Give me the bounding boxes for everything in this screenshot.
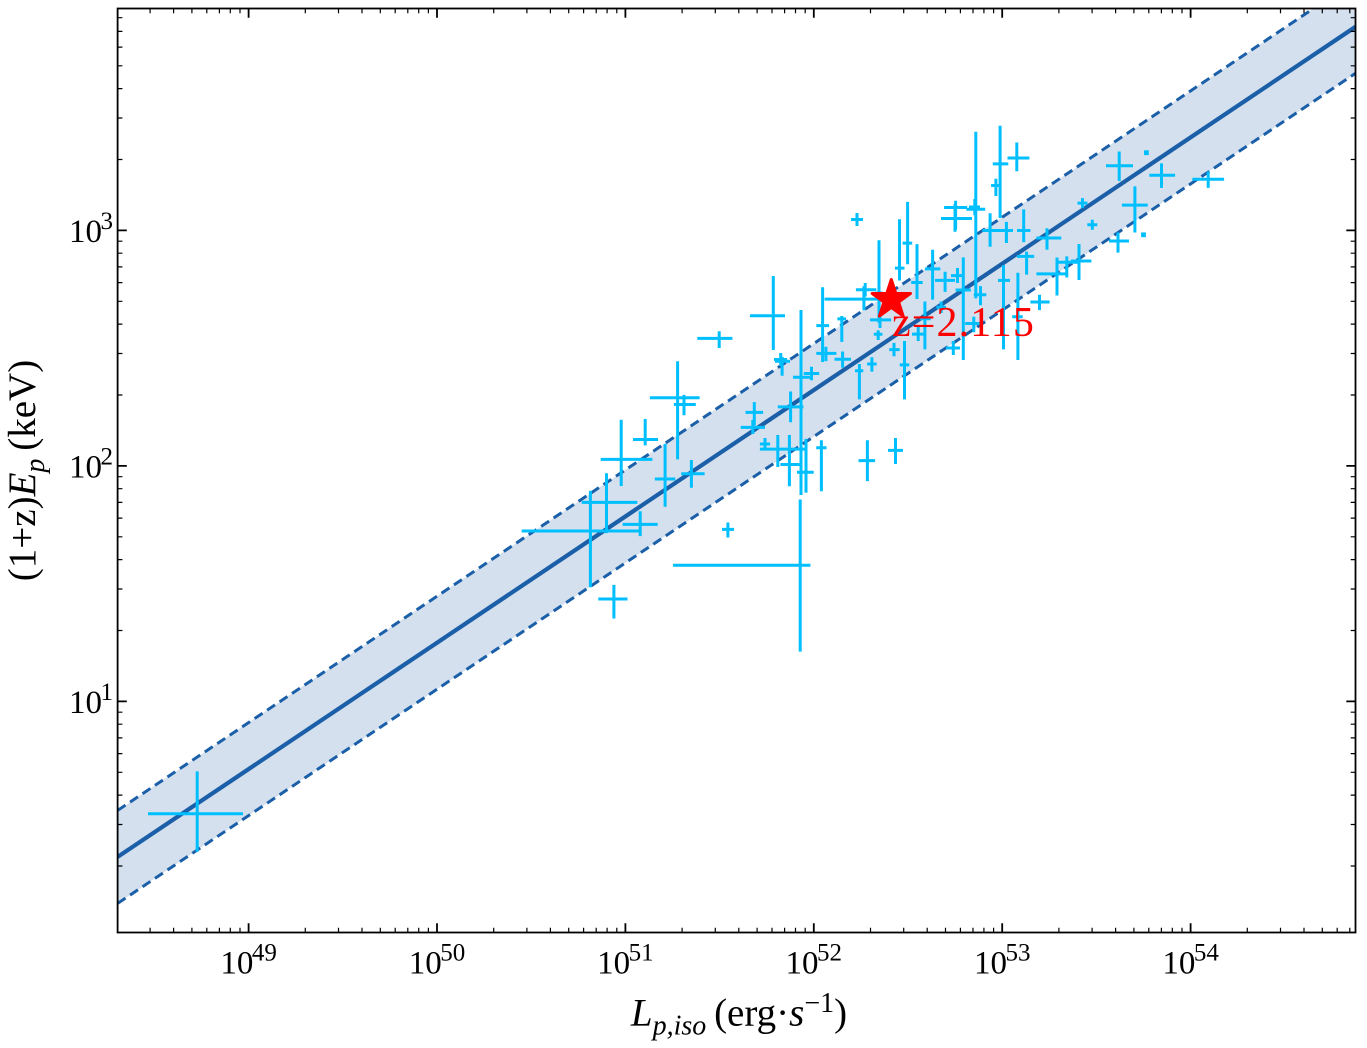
svg-text:Lp,iso (erg·s−1): Lp,iso (erg·s−1) (630, 988, 847, 1042)
svg-text:1053: 1053 (974, 940, 1030, 982)
svg-text:1052: 1052 (786, 940, 843, 982)
svg-text:1050: 1050 (409, 940, 466, 982)
svg-text:101: 101 (69, 679, 113, 721)
svg-text:z=2.115: z=2.115 (892, 300, 1035, 346)
